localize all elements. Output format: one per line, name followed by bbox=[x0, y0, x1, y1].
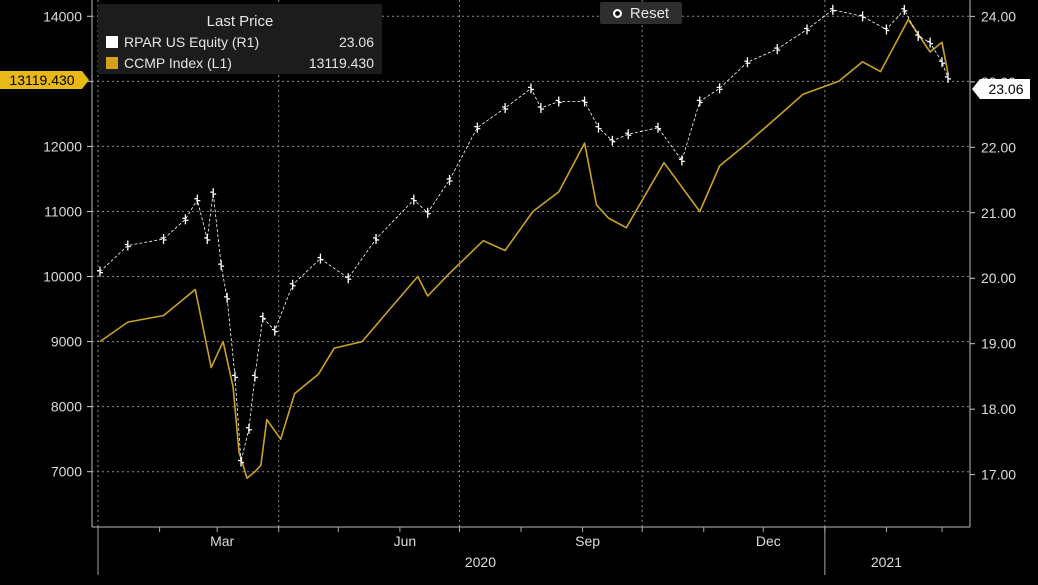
rpar-path bbox=[99, 9, 949, 462]
ccmp-line bbox=[99, 18, 949, 480]
right-badge-value: 23.06 bbox=[988, 81, 1023, 97]
reset-label: Reset bbox=[629, 4, 670, 22]
reset-icon bbox=[612, 8, 622, 18]
legend-value-ccmp: 13119.430 bbox=[308, 54, 374, 71]
grid-lines bbox=[92, 0, 970, 527]
legend-item-ccmp[interactable]: CCMP Index (L1) 13119.430 bbox=[98, 52, 382, 73]
left-tick-label: 12000 bbox=[43, 138, 82, 154]
left-last-value-badge: 13119.430 bbox=[0, 71, 89, 89]
left-tick-label: 11000 bbox=[44, 203, 82, 219]
right-tick-label: 22.00 bbox=[981, 139, 1016, 155]
right-badge-shape bbox=[972, 79, 1030, 99]
right-last-value-badge: 23.06 bbox=[972, 79, 1030, 99]
x-month-label: Sep bbox=[575, 533, 600, 549]
right-tick-label: 20.00 bbox=[981, 270, 1016, 286]
left-tick-label: 8000 bbox=[51, 399, 82, 415]
left-tick-label: 14000 bbox=[43, 8, 82, 24]
x-month-label: Jun bbox=[394, 533, 417, 549]
legend-header: Last Price bbox=[206, 13, 274, 30]
right-tick-label: 18.00 bbox=[981, 401, 1016, 417]
legend-name-ccmp: CCMP Index (L1) bbox=[124, 54, 232, 71]
left-badge-value: 13119.430 bbox=[9, 72, 74, 88]
reset-button[interactable]: Reset bbox=[600, 2, 682, 24]
right-tick-label: 21.00 bbox=[981, 205, 1016, 221]
right-tick-label: 24.00 bbox=[981, 8, 1016, 24]
left-tick-label: 7000 bbox=[51, 464, 82, 480]
left-badge-shape bbox=[0, 71, 89, 89]
rpar-series bbox=[97, 4, 951, 467]
x-year-label: 2020 bbox=[465, 554, 496, 570]
x-month-label: Mar bbox=[210, 533, 234, 549]
right-tick-label: 17.00 bbox=[981, 467, 1016, 483]
x-axis: Mar Jun Sep Dec 2020 2021 bbox=[97, 527, 943, 575]
left-tick-label: 10000 bbox=[43, 269, 82, 285]
legend-value-rpar: 23.06 bbox=[338, 33, 374, 50]
legend-swatch-rpar bbox=[106, 35, 118, 48]
right-tick-label: 19.00 bbox=[981, 336, 1016, 352]
left-tick-label: 9000 bbox=[51, 334, 82, 350]
legend-item-rpar[interactable]: RPAR US Equity (R1) 23.06 bbox=[98, 31, 382, 52]
chart-legend: Last Price RPAR US Equity (R1) 23.06 CCM… bbox=[98, 4, 382, 74]
ccmp-series bbox=[99, 18, 949, 480]
x-year-label: 2021 bbox=[871, 554, 902, 570]
x-month-label: Dec bbox=[756, 533, 781, 549]
legend-swatch-ccmp bbox=[106, 56, 118, 69]
legend-name-rpar: RPAR US Equity (R1) bbox=[124, 33, 260, 50]
